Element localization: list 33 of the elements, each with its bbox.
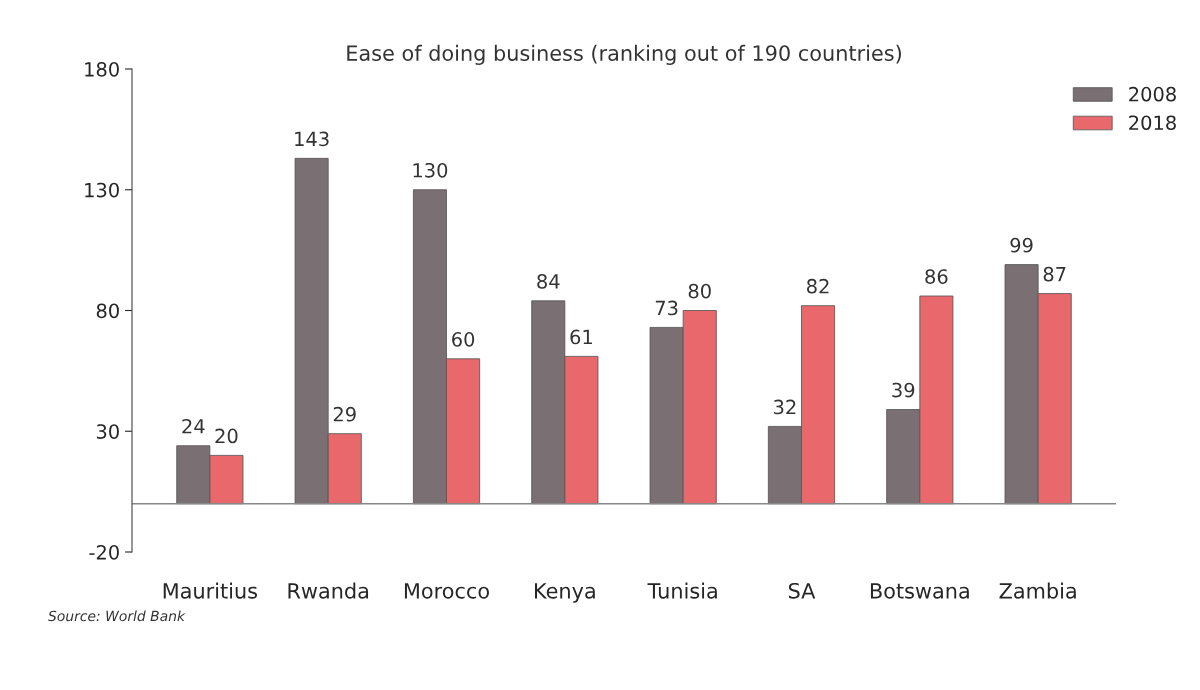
data-label: 99 [1010, 237, 1033, 253]
legend-label: 2008 [1129, 86, 1176, 102]
data-label: 32 [774, 399, 796, 415]
data-label: 39 [892, 382, 915, 398]
data-label: 61 [570, 329, 592, 345]
data-label: 86 [925, 269, 948, 284]
data-label: 29 [333, 406, 356, 422]
y-tick-label: 180 [85, 61, 119, 77]
data-label: 24 [182, 418, 205, 434]
chart-title: Ease of doing business (ranking out of 190 countries) [347, 44, 901, 65]
x-tick-label: Zambia [999, 582, 1076, 599]
data-label: 60 [452, 331, 475, 347]
data-label: 73 [655, 300, 678, 316]
legend-label: 2018 [1129, 115, 1176, 131]
x-tick-label: Botswana [870, 583, 969, 599]
data-label: 20 [215, 428, 238, 444]
y-tick-label: 30 [96, 424, 119, 439]
x-tick-label: Morocco [404, 583, 489, 599]
data-label: 82 [807, 278, 829, 294]
x-tick-label: Mauritius [163, 582, 257, 599]
x-tick-label: SA [788, 582, 816, 599]
y-tick-label: -20 [89, 544, 119, 560]
x-tick-label: Tunisia [647, 582, 717, 599]
data-label: 143 [295, 131, 329, 147]
data-label: 80 [688, 283, 711, 299]
data-label: 87 [1043, 266, 1066, 282]
y-tick-label: 80 [96, 303, 119, 319]
x-tick-label: Kenya [535, 583, 595, 603]
x-tick-label: Rwanda [288, 582, 369, 599]
data-label: 84 [537, 274, 560, 289]
data-label: 130 [413, 162, 448, 178]
source-note: Source: World Bank [48, 610, 186, 622]
y-tick-label: 130 [85, 182, 119, 198]
